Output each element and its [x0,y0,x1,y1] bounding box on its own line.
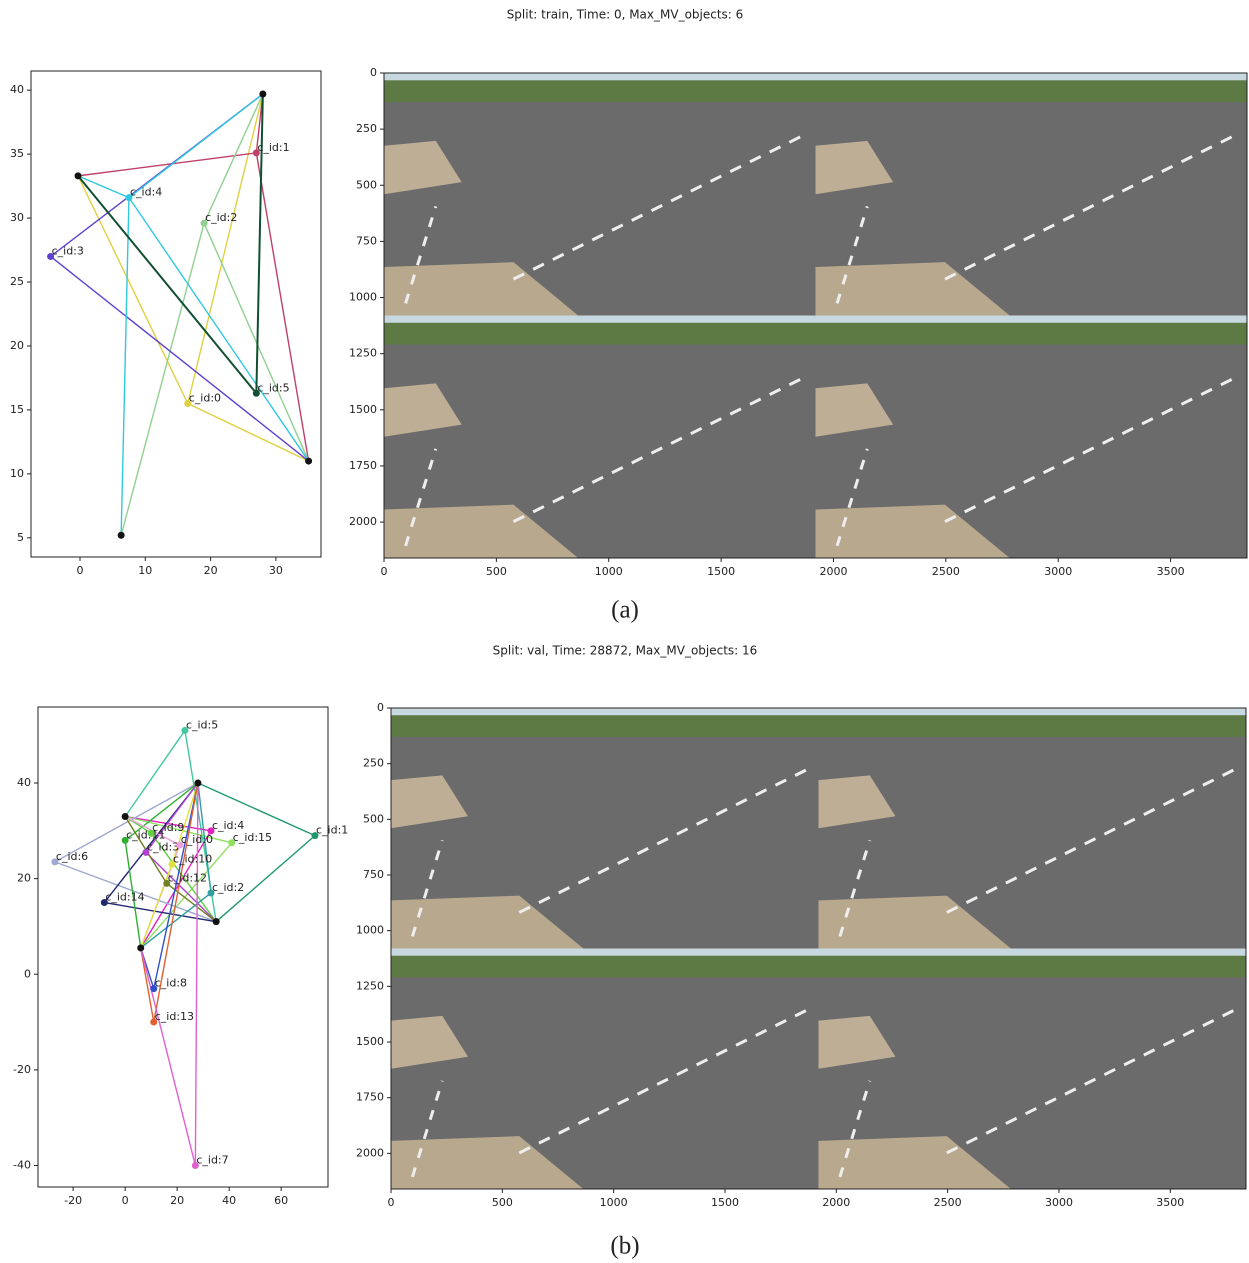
x-tick-label: 2000 [822,1196,850,1209]
camera-node [305,458,312,465]
x-tick-label: 2500 [932,565,960,578]
node-label: c_id:7 [196,1153,228,1166]
node-label: c_id:6 [56,850,88,863]
y-tick-label: 1750 [349,459,377,472]
node-label: c_id:1 [316,824,348,837]
y-tick-label: 1500 [356,1035,384,1048]
y-tick-label: -40 [13,1158,31,1171]
y-tick-label: 20 [17,872,31,885]
node-label: c_id:10 [173,852,212,865]
y-tick-label: 25 [10,275,24,288]
y-tick-label: 15 [10,403,24,416]
x-tick-label: 1500 [707,565,735,578]
x-tick-label: 20 [170,1194,184,1207]
x-tick-label: 0 [122,1194,129,1207]
y-tick-label: 2000 [356,1146,384,1159]
figure-title: Split: train, Time: 0, Max_MV_objects: 6 [507,8,744,22]
x-tick-label: 1500 [711,1196,739,1209]
x-tick-label: 2500 [934,1196,962,1209]
camera-node [118,532,125,539]
caption: (a) [611,597,639,624]
node-label: c_id:14 [105,891,144,904]
figure-title: Split: val, Time: 28872, Max_MV_objects:… [493,644,758,658]
sky [384,316,816,323]
camera-node [213,918,220,925]
y-tick-label: 1750 [356,1091,384,1104]
y-tick-label: 20 [10,339,24,352]
y-tick-label: 10 [10,467,24,480]
camera-node [194,780,201,787]
x-tick-label: 0 [76,564,83,577]
x-tick-label: -20 [64,1194,82,1207]
sky [816,316,1248,323]
x-tick-label: 500 [492,1196,513,1209]
x-tick-label: 3500 [1156,1196,1184,1209]
y-tick-label: 250 [356,122,377,135]
sky [391,708,819,715]
x-tick-label: 1000 [595,565,623,578]
y-tick-label: 35 [10,147,24,160]
y-tick-label: 1250 [356,979,384,992]
y-tick-label: 40 [10,83,24,96]
y-tick-label: 30 [10,211,24,224]
x-tick-label: 0 [381,565,388,578]
sky [819,708,1247,715]
camera-node [259,91,266,98]
x-tick-label: 500 [486,565,507,578]
x-tick-label: 0 [388,1196,395,1209]
node-label: c_id:3 [52,244,84,257]
camera-node [75,172,82,179]
y-tick-label: 0 [24,967,31,980]
y-tick-label: 1500 [349,403,377,416]
y-tick-label: 2000 [349,515,377,528]
node-label: c_id:5 [186,718,218,731]
sky [384,73,816,80]
y-tick-label: 5 [17,531,24,544]
x-tick-label: 60 [274,1194,288,1207]
y-tick-label: 500 [356,178,377,191]
sky [816,73,1248,80]
node-label: c_id:0 [189,392,221,405]
node-label: c_id:1 [257,141,289,154]
camera-node [137,944,144,951]
x-tick-label: 3000 [1044,565,1072,578]
y-tick-label: 500 [363,812,384,825]
node-label: c_id:13 [155,1010,194,1023]
node-label: c_id:2 [205,211,237,224]
node-label: c_id:2 [212,881,244,894]
node-label: c_id:5 [257,381,289,394]
y-tick-label: 750 [363,868,384,881]
sky [819,949,1247,956]
x-tick-label: 2000 [819,565,847,578]
y-tick-label: 1000 [356,924,384,937]
node-label: c_id:4 [130,186,162,199]
y-tick-label: 0 [377,701,384,714]
node-label: c_id:8 [155,977,187,990]
y-tick-label: 1000 [349,291,377,304]
x-tick-label: 3500 [1157,565,1185,578]
x-tick-label: 1000 [600,1196,628,1209]
camera-node [122,813,129,820]
x-tick-label: 20 [204,564,218,577]
y-tick-label: 250 [363,757,384,770]
node-label: c_id:9 [152,821,184,834]
node-label: c_id:15 [233,831,272,844]
figure: Split: train, Time: 0, Max_MV_objects: 6… [0,0,1249,1263]
x-tick-label: 10 [138,564,152,577]
y-tick-label: 40 [17,776,31,789]
sky [391,949,819,956]
y-tick-label: 1250 [349,347,377,360]
y-tick-label: -20 [13,1063,31,1076]
x-tick-label: 30 [269,564,283,577]
y-tick-label: 750 [356,234,377,247]
y-tick-label: 0 [370,66,377,79]
x-tick-label: 40 [222,1194,236,1207]
node-label: c_id:0 [181,833,213,846]
x-tick-label: 3000 [1045,1196,1073,1209]
node-label: c_id:12 [168,871,207,884]
caption: (b) [610,1233,639,1260]
